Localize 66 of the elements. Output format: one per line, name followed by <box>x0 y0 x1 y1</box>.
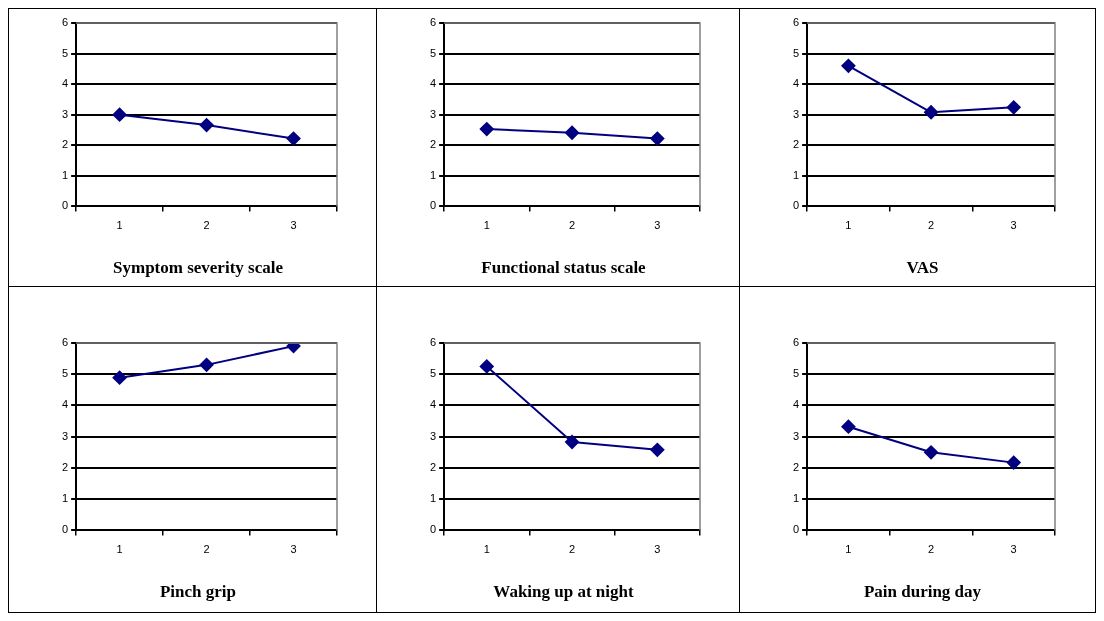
y-tick-label: 0 <box>61 199 69 212</box>
y-tick-label: 5 <box>792 367 800 380</box>
y-tick-label: 6 <box>792 336 800 349</box>
x-tick-label: 1 <box>845 543 852 556</box>
y-tick-label: 0 <box>61 523 69 536</box>
y-tick-label: 6 <box>61 336 69 349</box>
y-tick-label: 2 <box>61 138 69 151</box>
y-tick-label: 0 <box>792 199 800 212</box>
y-tick-label: 2 <box>792 460 800 473</box>
y-tick-label: 4 <box>61 398 69 411</box>
y-tick-label: 1 <box>792 168 800 181</box>
y-tick-label: 5 <box>429 367 437 380</box>
x-tick-label: 3 <box>290 543 297 556</box>
y-tick-label: 2 <box>792 138 800 151</box>
y-tick-label: 3 <box>61 429 69 442</box>
x-tick-label: 2 <box>569 543 576 556</box>
x-tick-label: 1 <box>116 219 123 232</box>
text: Symptom severity scale <box>113 258 284 278</box>
y-tick-label: 5 <box>429 46 437 59</box>
y-tick-label: 4 <box>429 77 437 90</box>
y-tick-label: 3 <box>429 107 437 120</box>
y-tick-label: 4 <box>792 398 800 411</box>
y-tick-label: 5 <box>61 367 69 380</box>
x-tick-label: 3 <box>1010 543 1017 556</box>
y-tick-label: 5 <box>792 46 800 59</box>
text: Pain during day <box>863 582 982 602</box>
y-tick-label: 0 <box>429 199 437 212</box>
x-tick-label: 1 <box>845 219 852 232</box>
x-tick-label: 3 <box>654 543 661 556</box>
y-tick-label: 1 <box>61 168 69 181</box>
y-tick-label: 2 <box>429 460 437 473</box>
y-tick-label: 5 <box>61 46 69 59</box>
y-tick-label: 1 <box>792 492 800 505</box>
y-tick-label: 0 <box>792 523 800 536</box>
x-tick-label: 2 <box>203 543 210 556</box>
y-tick-label: 3 <box>61 107 69 120</box>
y-tick-label: 6 <box>61 16 69 29</box>
y-tick-label: 1 <box>429 168 437 181</box>
x-tick-label: 2 <box>928 543 935 556</box>
x-tick-label: 2 <box>928 219 935 232</box>
text: VAS <box>906 258 939 278</box>
x-tick-label: 3 <box>1010 219 1017 232</box>
y-tick-label: 6 <box>429 336 437 349</box>
text: Pinch grip <box>159 582 237 602</box>
y-tick-label: 4 <box>61 77 69 90</box>
x-tick-label: 2 <box>203 219 210 232</box>
x-tick-label: 1 <box>483 543 490 556</box>
y-tick-label: 2 <box>429 138 437 151</box>
y-tick-label: 0 <box>429 523 437 536</box>
y-tick-label: 3 <box>429 429 437 442</box>
x-tick-label: 3 <box>290 219 297 232</box>
y-tick-label: 6 <box>792 16 800 29</box>
text: Functional status scale <box>481 258 647 278</box>
x-tick-label: 1 <box>483 219 490 232</box>
text: Waking up at night <box>493 582 634 602</box>
x-tick-label: 2 <box>569 219 576 232</box>
x-tick-label: 3 <box>654 219 661 232</box>
y-tick-label: 1 <box>429 492 437 505</box>
y-tick-label: 2 <box>61 460 69 473</box>
y-tick-label: 4 <box>429 398 437 411</box>
x-tick-label: 1 <box>116 543 123 556</box>
y-tick-label: 3 <box>792 107 800 120</box>
y-tick-label: 4 <box>792 77 800 90</box>
y-tick-label: 3 <box>792 429 800 442</box>
y-tick-label: 6 <box>429 16 437 29</box>
y-tick-label: 1 <box>61 492 69 505</box>
